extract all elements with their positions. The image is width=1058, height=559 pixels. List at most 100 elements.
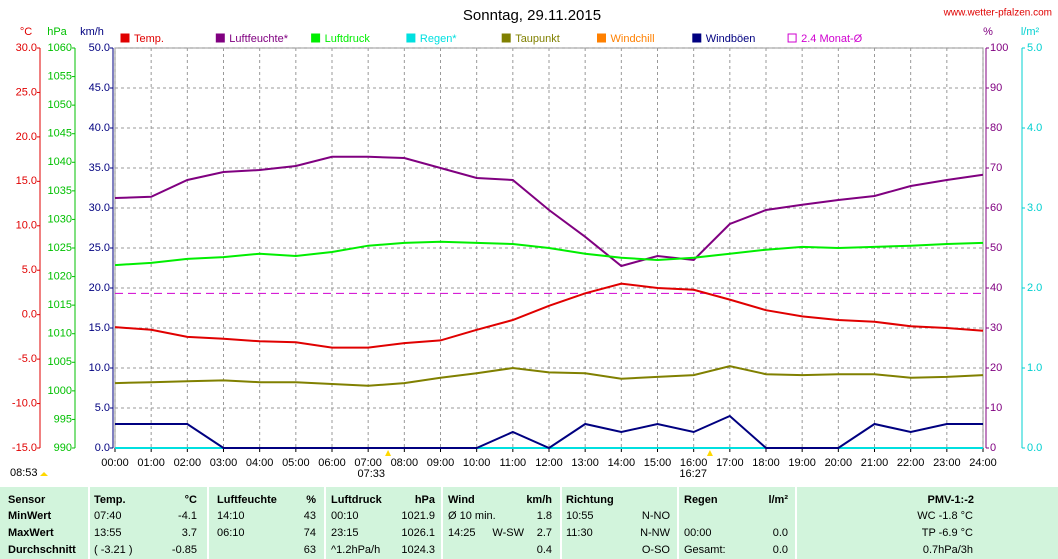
x-tick-label: 15:00 <box>644 457 672 469</box>
y-tick-label: 20 <box>990 362 1002 374</box>
legend-swatch <box>692 33 702 43</box>
table-cell: 0.0 <box>772 527 788 539</box>
marker <box>40 472 48 476</box>
table-cell: Durchschnitt <box>8 544 76 556</box>
y-tick-label: 100 <box>990 42 1008 54</box>
legend-swatch <box>501 33 511 43</box>
y-tick-label: 40.0 <box>89 122 110 134</box>
table-cell: 14:10 <box>217 510 245 522</box>
table-cell: 1026.1 <box>401 527 435 539</box>
table-cell: Luftfeuchte <box>217 494 277 506</box>
table-cell: Gesamt: <box>684 544 726 556</box>
y-tick-label: 2.0 <box>1027 282 1042 294</box>
annotation: 08:53 <box>10 467 38 479</box>
table-cell: 3.7 <box>181 527 197 539</box>
legend-label: Luftdruck <box>325 33 371 45</box>
separator <box>441 487 443 559</box>
y-tick-label: 1030 <box>48 213 72 225</box>
x-tick-label: 03:00 <box>210 457 238 469</box>
table-cell: W-SW <box>492 527 524 539</box>
legend-label: Luftfeuchte* <box>229 33 288 45</box>
series-line <box>114 282 984 349</box>
table-cell: 06:10 <box>217 527 245 539</box>
y-tick-label: 20.0 <box>89 282 110 294</box>
x-tick-label: 10:00 <box>463 457 491 469</box>
table-cell: Wind <box>448 494 475 506</box>
table-cell: Temp. <box>94 494 126 506</box>
separator <box>88 487 90 559</box>
y-tick-label: -15.0 <box>12 442 37 454</box>
y-tick-label: 1010 <box>48 328 72 340</box>
table-cell: 0.7hPa/3h <box>922 544 973 556</box>
table-cell: TP -6.9 °C <box>921 527 973 539</box>
axis-unit: % <box>983 26 993 38</box>
x-tick-label: 14:00 <box>608 457 636 469</box>
table-cell: Richtung <box>566 494 614 506</box>
x-tick-label: 16:00 <box>680 457 708 469</box>
table-cell: % <box>306 494 316 506</box>
table-cell: 13:55 <box>94 527 122 539</box>
x-tick-label: 11:00 <box>499 457 526 469</box>
separator <box>324 487 326 559</box>
x-tick-label: 00:00 <box>101 457 129 469</box>
table-cell: 1024.3 <box>401 544 435 556</box>
table-cell: Sensor <box>8 494 46 506</box>
x-tick-label: 05:00 <box>282 457 310 469</box>
y-tick-label: -10.0 <box>12 397 37 409</box>
y-tick-label: 1000 <box>48 385 72 397</box>
y-tick-label: 995 <box>54 413 72 425</box>
table-cell: Ø 10 min. <box>448 510 496 522</box>
table-cell: 0.4 <box>536 544 552 556</box>
stats-table: Sensor Temp. °C Luftfeuchte% Luftdruck hPa Win… <box>0 487 1058 559</box>
marker <box>706 450 713 456</box>
x-tick-label: 12:00 <box>535 457 563 469</box>
legend-label: 2.4 Monat-Ø <box>801 33 863 45</box>
y-tick-label: 30.0 <box>89 202 110 214</box>
separator <box>207 487 209 559</box>
x-tick-label: 21:00 <box>861 457 889 469</box>
separator <box>677 487 679 559</box>
table-cell: l/m² <box>768 494 788 506</box>
y-tick-label: 1060 <box>48 42 72 54</box>
legend-swatch <box>406 33 416 43</box>
annotation: 07:33 <box>358 468 386 480</box>
y-tick-label: 1050 <box>48 99 72 111</box>
table-cell: 0.0 <box>772 544 788 556</box>
legend-swatch <box>787 33 797 43</box>
axis-unit: hPa <box>47 26 67 38</box>
table-cell: 10:55 <box>566 510 594 522</box>
y-tick-label: 0.0 <box>95 442 110 454</box>
x-tick-label: 01:00 <box>137 457 165 469</box>
y-tick-label: 10.0 <box>89 362 110 374</box>
chart: Sonntag, 29.11.2015 www.wetter-pfalzen.c… <box>10 7 1052 480</box>
table-cell: 1021.9 <box>401 510 435 522</box>
y-tick-label: 1045 <box>48 128 72 140</box>
y-tick-label: 1.0 <box>1027 362 1042 374</box>
y-tick-label: -5.0 <box>18 353 37 365</box>
marker <box>385 450 392 456</box>
y-tick-label: 15.0 <box>89 322 110 334</box>
series-line <box>114 365 984 387</box>
x-tick-label: 17:00 <box>716 457 744 469</box>
y-tick-label: 70 <box>990 162 1002 174</box>
y-tick-label: 10 <box>990 402 1002 414</box>
series-line <box>115 414 983 450</box>
series-line <box>114 240 984 267</box>
table-cell: PMV-1:-2 <box>927 494 974 506</box>
legend-swatch <box>120 33 130 43</box>
table-cell: MaxWert <box>8 527 54 539</box>
table-cell: Regen <box>684 494 718 506</box>
legend-label: Temp. <box>134 33 164 45</box>
table-cell: MinWert <box>8 510 52 522</box>
legend-label: Taupunkt <box>515 33 560 45</box>
y-tick-label: 1035 <box>48 185 72 197</box>
x-tick-label: 06:00 <box>318 457 346 469</box>
table-cell: 74 <box>303 527 316 539</box>
y-tick-label: 45.0 <box>89 82 110 94</box>
table-cell: N-NO <box>641 510 670 522</box>
series-line <box>114 155 984 268</box>
x-tick-label: 22:00 <box>897 457 925 469</box>
x-tick-label: 02:00 <box>174 457 202 469</box>
y-tick-label: 20.0 <box>16 131 37 143</box>
x-tick-label: 18:00 <box>752 457 780 469</box>
